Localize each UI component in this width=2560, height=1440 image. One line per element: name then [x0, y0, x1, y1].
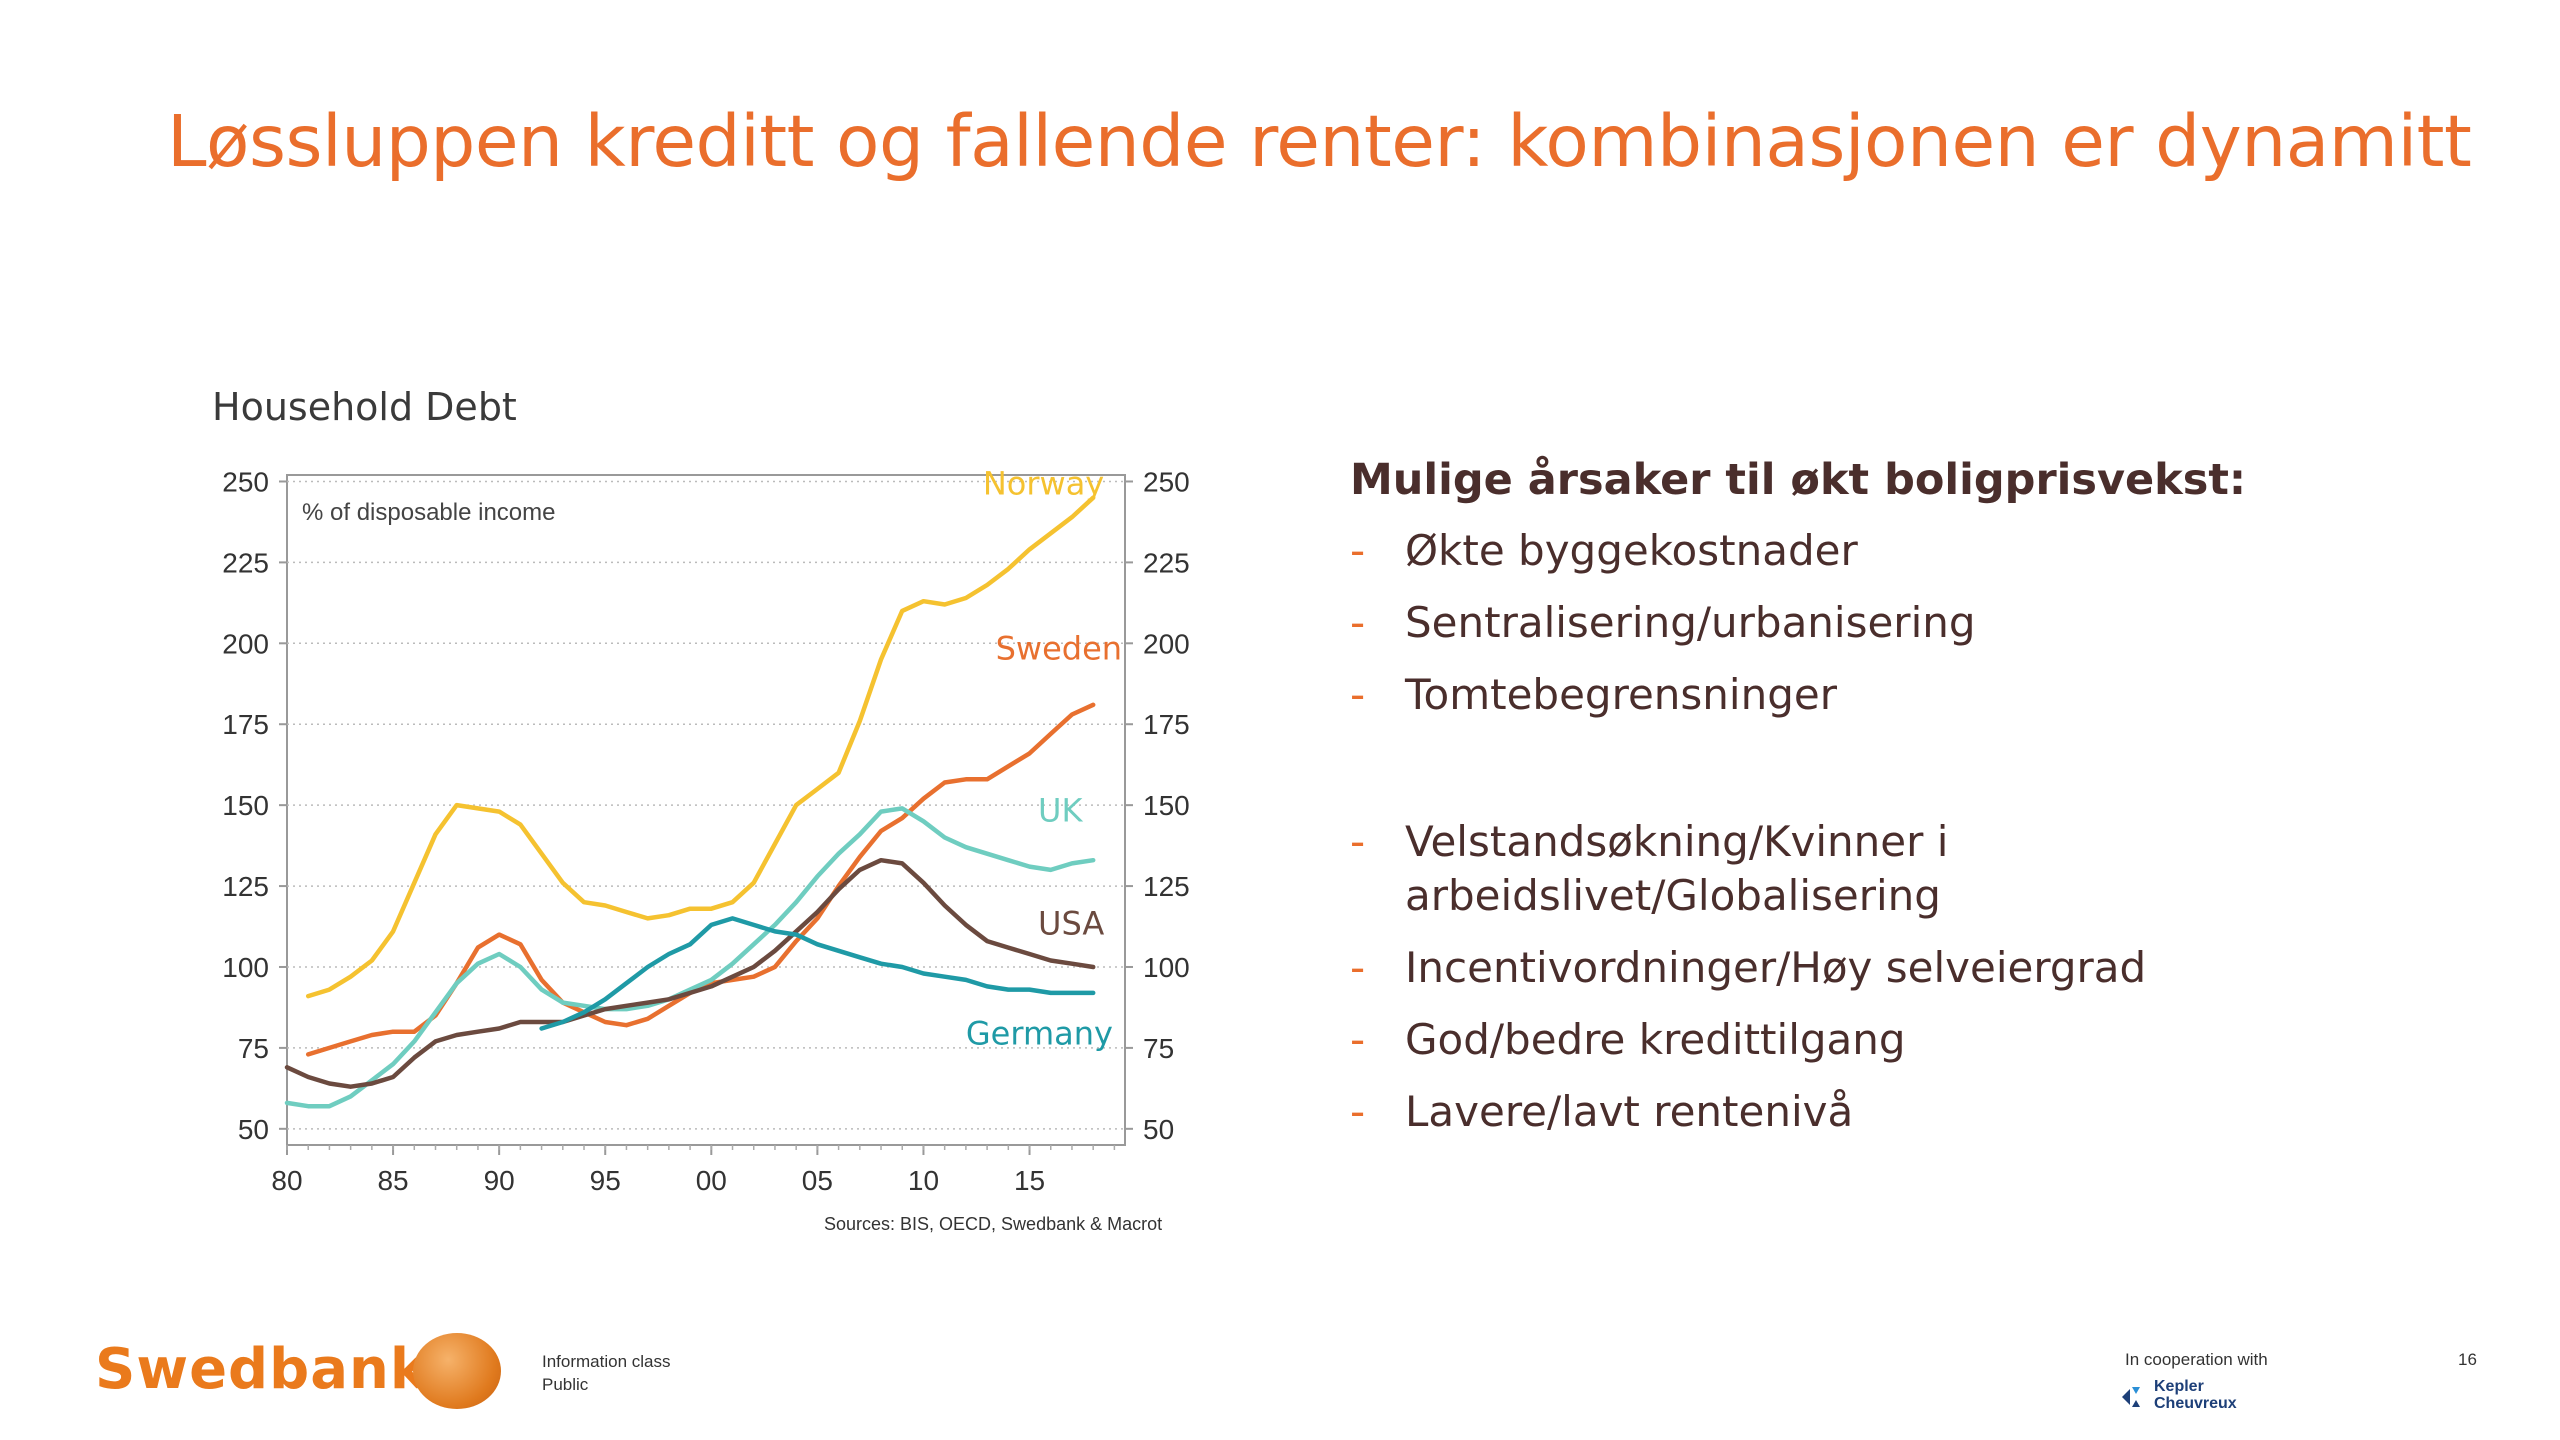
y-tick-label: 200 [1143, 628, 1190, 659]
list-item-text: Tomtebegrensninger [1405, 670, 1837, 719]
series-labels: Norway Sweden UK USA Germany [966, 464, 1122, 1052]
x-tick-label: 85 [377, 1165, 408, 1196]
bullet-dash: - [1350, 670, 1366, 719]
series-label-germany: Germany [966, 1015, 1113, 1053]
series-line-uk [284, 806, 1096, 1109]
list-item: - Tomtebegrensninger [1350, 668, 1976, 722]
causes-list-secondary: - Velstandsøkning/Kvinner i arbeidslivet/… [1350, 815, 2146, 1157]
series-line-norway [305, 495, 1096, 999]
bullet-dash: - [1350, 943, 1366, 992]
logo-text: Swedbank [95, 1337, 429, 1402]
y-axis-right: 50 75 100 125 150 175 200 225 250 [1125, 466, 1190, 1145]
list-item-text: Incentivordninger/Høy selveiergrad [1405, 943, 2147, 992]
series-label-sweden: Sweden [996, 629, 1122, 667]
series-label-norway: Norway [983, 464, 1104, 502]
kepler-icon [2122, 1387, 2140, 1407]
page-number: 16 [2458, 1350, 2477, 1369]
cooperation-label: In cooperation with [2125, 1350, 2268, 1369]
bullet-dash: - [1350, 1015, 1366, 1064]
bullet-dash: - [1350, 817, 1366, 866]
series-line-usa [284, 857, 1096, 1089]
x-tick-label: 90 [484, 1165, 515, 1196]
x-tick-label: 00 [696, 1165, 727, 1196]
y-tick-label: 50 [1143, 1114, 1174, 1145]
list-item: - Lavere/lavt rentenivå [1350, 1085, 2146, 1139]
information-class: Information class Public [542, 1350, 671, 1396]
chart-heading: Household Debt [212, 385, 517, 429]
causes-heading: Mulige årsaker til økt boligprisvekst: [1350, 455, 2247, 505]
household-debt-chart: 50 75 100 125 150 175 200 225 250 50 75 100 125 150 1… [222, 464, 1190, 1234]
y-tick-label: 50 [238, 1114, 269, 1145]
info-class-label: Information class [542, 1352, 671, 1371]
y-axis-left: 50 75 100 125 150 175 200 225 250 [222, 466, 287, 1145]
y-tick-label: 175 [1143, 709, 1190, 740]
slide-title: Løssluppen kreditt og fallende renter: k… [167, 100, 2472, 183]
list-item-text: God/bedre kredittilgang [1405, 1015, 1906, 1064]
oak-tree-icon [413, 1333, 501, 1409]
list-item: - Velstandsøkning/Kvinner i arbeidslivet/… [1350, 815, 2125, 923]
list-item: - Sentralisering/urbanisering [1350, 596, 1976, 650]
partner-line-1: Kepler [2154, 1378, 2204, 1395]
x-axis: 80 85 90 95 00 05 10 15 [271, 1145, 1116, 1196]
x-tick-label: 15 [1014, 1165, 1045, 1196]
bullet-dash: - [1350, 1087, 1366, 1136]
y-tick-label: 200 [222, 628, 269, 659]
x-tick-label: 95 [590, 1165, 621, 1196]
series-label-usa: USA [1038, 905, 1104, 943]
series-lines [284, 495, 1096, 1109]
y-tick-label: 175 [222, 709, 269, 740]
series-label-uk: UK [1038, 791, 1083, 829]
source-label: Sources: BIS, OECD, Swedbank & Macrot [824, 1214, 1162, 1234]
info-class-value: Public [542, 1375, 589, 1394]
list-item: - Incentivordninger/Høy selveiergrad [1350, 941, 2146, 995]
list-item-text: Velstandsøkning/Kvinner i arbeidslivet/G… [1405, 817, 1949, 920]
y-tick-label: 75 [1143, 1033, 1174, 1064]
bullet-dash: - [1350, 526, 1366, 575]
y-tick-label: 75 [238, 1033, 269, 1064]
x-tick-label: 10 [908, 1165, 939, 1196]
y-tick-label: 250 [1143, 466, 1190, 497]
x-tick-label: 80 [271, 1165, 302, 1196]
x-tick-label: 05 [802, 1165, 833, 1196]
series-line-germany [539, 916, 1096, 1031]
list-item-text: Lavere/lavt rentenivå [1405, 1087, 1854, 1136]
list-item-text: Økte byggekostnader [1405, 526, 1858, 575]
bullet-dash: - [1350, 598, 1366, 647]
y-tick-label: 150 [1143, 790, 1190, 821]
causes-list-primary: - Økte byggekostnader - Sentralisering/urb… [1350, 524, 1976, 740]
partner-line-2: Cheuvreux [2154, 1395, 2237, 1412]
list-item-text: Sentralisering/urbanisering [1405, 598, 1976, 647]
y-tick-label: 125 [222, 871, 269, 902]
plot-frame [286, 474, 1126, 1146]
y-tick-label: 150 [222, 790, 269, 821]
y-tick-label: 100 [222, 952, 269, 983]
y-tick-label: 225 [1143, 547, 1190, 578]
y-tick-label: 125 [1143, 871, 1190, 902]
y-tick-label: 250 [222, 466, 269, 497]
unit-label: % of disposable income [302, 499, 555, 526]
partner-name: Kepler Cheuvreux [2154, 1378, 2237, 1412]
y-tick-label: 225 [222, 547, 269, 578]
series-line-sweden [305, 702, 1096, 1057]
list-item: - Økte byggekostnader [1350, 524, 1976, 578]
list-item: - God/bedre kredittilgang [1350, 1013, 2146, 1067]
y-tick-label: 100 [1143, 952, 1190, 983]
